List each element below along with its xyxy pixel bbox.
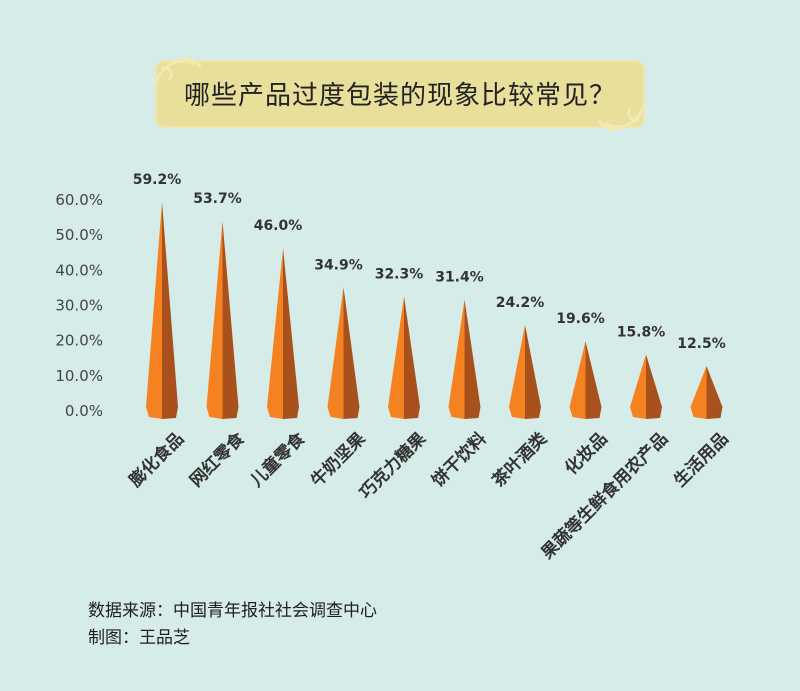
category-label: 网红零食 xyxy=(186,427,250,491)
value-label: 32.3% xyxy=(375,266,424,282)
category-label: 膨化食品 xyxy=(125,428,188,491)
cone-bar xyxy=(569,341,602,419)
y-tick-label: 40.0% xyxy=(55,261,103,279)
footer: 数据来源：中国青年报社社会调查中心 制图：王品芝 xyxy=(88,598,377,652)
category-label: 化妆品 xyxy=(561,428,612,479)
value-labels: 59.2% 53.7% 46.0% 34.9% 32.3% 31.4% 24.2% 19.6%… xyxy=(133,172,726,352)
cone-bar xyxy=(630,354,662,419)
cone-bar-shade xyxy=(343,287,360,419)
y-tick-label: 30.0% xyxy=(55,297,103,315)
cone-bar-shade xyxy=(646,354,662,419)
cone-bar-shade xyxy=(464,299,481,419)
cone-bar-shade xyxy=(222,221,239,419)
category-label: 牛奶坚果 xyxy=(307,428,370,491)
category-label: 巧克力糖果 xyxy=(355,428,430,503)
value-label: 19.6% xyxy=(556,311,605,327)
cone-bar-shade xyxy=(283,248,299,419)
cone-bar xyxy=(206,221,239,419)
cone-bar-face xyxy=(267,248,283,419)
source-text: 数据来源：中国青年报社社会调查中心 xyxy=(88,601,377,621)
cone-bar xyxy=(267,248,299,419)
y-tick-label: 10.0% xyxy=(55,367,103,385)
cone-bar-face xyxy=(327,287,344,419)
category-label: 饼干饮料 xyxy=(428,428,491,491)
cone-bar xyxy=(448,299,481,419)
cone-bar-face xyxy=(448,299,465,419)
cone-bar-face xyxy=(146,201,162,419)
flourish-icon xyxy=(597,103,647,131)
y-tick-label: 0.0% xyxy=(65,402,103,420)
value-label: 53.7% xyxy=(193,191,242,207)
cone-bar xyxy=(327,287,360,419)
cone-bar-face xyxy=(630,354,646,419)
value-label: 34.9% xyxy=(314,257,363,273)
cone-bar xyxy=(146,201,178,419)
y-tick-label: 50.0% xyxy=(55,226,103,244)
y-tick-label: 20.0% xyxy=(55,332,103,350)
cone-bar-face xyxy=(206,221,223,419)
y-axis-ticks: 0.0% 10.0% 20.0% 30.0% 40.0% 50.0% 60.0% xyxy=(55,191,103,420)
cone-bar-face xyxy=(690,366,707,419)
value-label: 12.5% xyxy=(677,336,726,352)
cone-bar xyxy=(509,324,541,419)
cone-bar xyxy=(388,296,420,419)
flourish-icon xyxy=(153,57,203,85)
bars xyxy=(146,201,723,419)
value-label: 59.2% xyxy=(133,172,182,188)
cone-bar-shade xyxy=(585,341,602,419)
value-label: 15.8% xyxy=(617,324,666,340)
cone-bar-shade xyxy=(162,201,178,419)
category-label: 儿童零食 xyxy=(245,427,309,491)
cone-bar-face xyxy=(569,341,586,419)
value-label: 24.2% xyxy=(496,295,545,311)
cone-bar xyxy=(690,366,723,419)
cone-bar-shade xyxy=(525,324,541,419)
chart-title: 哪些产品过度包装的现象比较常见？ xyxy=(183,81,616,111)
cone-bar-shade xyxy=(404,296,420,419)
cone-bar-shade xyxy=(706,366,723,419)
category-label: 茶叶酒类 xyxy=(488,427,552,491)
cone-bar-face xyxy=(388,296,404,419)
author-text: 制图：王品芝 xyxy=(88,628,190,648)
category-label: 生活用品 xyxy=(670,428,733,491)
cone-bar-face xyxy=(509,324,525,419)
title-banner: 哪些产品过度包装的现象比较常见？ xyxy=(153,57,647,131)
value-label: 31.4% xyxy=(435,270,484,286)
value-label: 46.0% xyxy=(254,218,303,234)
y-tick-label: 60.0% xyxy=(55,191,103,209)
